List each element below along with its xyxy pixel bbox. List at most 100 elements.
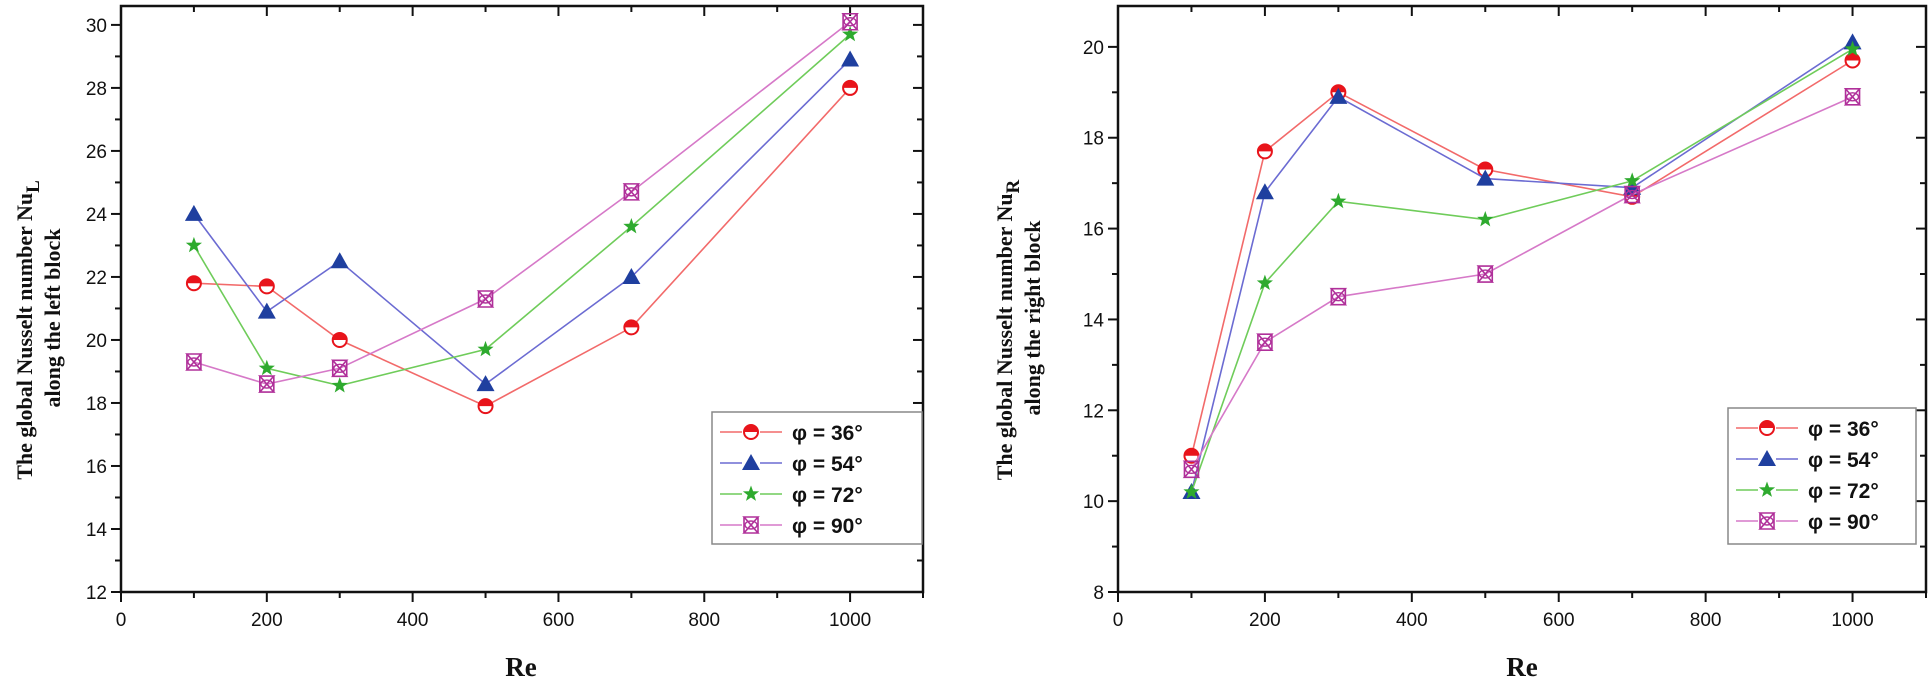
legend-label: φ = 54° bbox=[1808, 449, 1879, 472]
data-point bbox=[1477, 211, 1494, 227]
y-tick-label: 26 bbox=[86, 142, 107, 163]
data-point bbox=[1476, 169, 1495, 186]
data-point bbox=[1256, 333, 1274, 351]
x-tick-label: 600 bbox=[543, 610, 575, 631]
data-point bbox=[330, 252, 349, 269]
data-point bbox=[1844, 52, 1861, 69]
x-tick-label: 200 bbox=[251, 610, 283, 631]
right-chart: The global Nusselt number NuR along the … bbox=[992, 4, 1928, 682]
y-tick-label: 10 bbox=[1083, 492, 1104, 513]
legend-label: φ = 90° bbox=[792, 515, 863, 538]
legend-marker bbox=[1758, 512, 1776, 530]
legend-marker bbox=[742, 485, 760, 501]
y-axis-title-left-line2: along the left block bbox=[40, 228, 65, 408]
data-point bbox=[1476, 265, 1495, 283]
data-point bbox=[185, 275, 202, 292]
legend: φ = 36° φ = 54° φ = 72° φ = 90° bbox=[711, 411, 923, 545]
y-tick-label: 16 bbox=[86, 457, 107, 478]
y-axis-title-right-line2: along the right block bbox=[1020, 220, 1045, 416]
y-tick-label: 22 bbox=[86, 268, 107, 289]
legend-marker bbox=[1758, 450, 1776, 466]
data-point bbox=[476, 375, 495, 392]
data-point bbox=[842, 25, 859, 42]
data-point bbox=[477, 398, 494, 415]
data-point bbox=[331, 377, 348, 393]
series-line-1 bbox=[193, 59, 851, 386]
y-tick-label: 12 bbox=[86, 583, 107, 604]
legend-label: φ = 36° bbox=[1808, 418, 1879, 441]
legend-label: φ = 72° bbox=[1808, 480, 1879, 503]
x-tick-label: 800 bbox=[1690, 610, 1722, 631]
series-line-2 bbox=[1190, 48, 1853, 493]
left-chart: The global Nusselt number NuL along the … bbox=[12, 4, 925, 682]
series-line-3 bbox=[1190, 96, 1853, 470]
data-point bbox=[841, 50, 860, 67]
x-axis-title-left: Re bbox=[505, 652, 536, 682]
data-point bbox=[622, 183, 641, 201]
y-tick-label: 30 bbox=[86, 16, 107, 37]
y-axis-title-left: The global Nusselt number NuL bbox=[12, 180, 44, 480]
series-line-0 bbox=[193, 87, 851, 407]
y-tick-label: 8 bbox=[1093, 583, 1104, 604]
x-tick-label: 800 bbox=[688, 610, 720, 631]
y-axis-title-right: The global Nusselt number NuR bbox=[992, 179, 1024, 480]
series-line-1 bbox=[1190, 41, 1853, 493]
data-point bbox=[622, 267, 641, 284]
y-tick-label: 16 bbox=[1083, 220, 1104, 241]
y-tick-label: 20 bbox=[86, 331, 107, 352]
series-line-2 bbox=[193, 33, 851, 387]
x-tick-label: 1000 bbox=[1831, 610, 1873, 631]
data-point bbox=[1623, 185, 1641, 204]
data-point bbox=[258, 375, 276, 393]
data-point bbox=[1182, 460, 1201, 479]
legend-label: φ = 72° bbox=[792, 484, 863, 507]
plot-frame bbox=[1116, 4, 1928, 594]
x-tick-label: 0 bbox=[116, 610, 127, 631]
data-point bbox=[1256, 274, 1273, 290]
data-point bbox=[1330, 192, 1347, 209]
legend-marker bbox=[743, 424, 759, 440]
data-point bbox=[1183, 483, 1200, 499]
data-point bbox=[1624, 172, 1641, 188]
data-point bbox=[623, 319, 640, 336]
y-tick-label: 20 bbox=[1083, 38, 1104, 59]
y-tick-label: 14 bbox=[86, 520, 108, 541]
legend-marker bbox=[1759, 420, 1775, 436]
plot-frame bbox=[119, 4, 925, 594]
series-line-3 bbox=[193, 21, 851, 385]
x-axis-title-right: Re bbox=[1506, 652, 1537, 682]
series-line-0 bbox=[1190, 59, 1853, 456]
legend-marker bbox=[1758, 481, 1776, 497]
data-point bbox=[1844, 40, 1861, 56]
y-tick-label: 18 bbox=[1083, 129, 1104, 150]
data-point bbox=[476, 290, 495, 308]
data-point bbox=[185, 236, 202, 253]
data-point bbox=[331, 331, 348, 348]
data-point bbox=[1329, 87, 1348, 104]
legend: φ = 36° φ = 54° φ = 72° φ = 90° bbox=[1727, 407, 1917, 545]
data-point bbox=[257, 302, 276, 319]
data-point bbox=[184, 204, 203, 221]
x-tick-label: 600 bbox=[1543, 610, 1575, 631]
x-tick-label: 1000 bbox=[829, 610, 871, 631]
x-tick-label: 400 bbox=[397, 610, 429, 631]
data-point bbox=[477, 340, 494, 357]
data-point bbox=[185, 353, 203, 371]
data-point bbox=[1477, 161, 1494, 178]
y-tick-label: 18 bbox=[86, 394, 107, 415]
data-point bbox=[623, 218, 640, 234]
x-tick-label: 200 bbox=[1249, 610, 1281, 631]
data-point bbox=[1329, 287, 1348, 306]
data-point bbox=[1256, 143, 1273, 160]
y-tick-label: 28 bbox=[86, 79, 107, 100]
data-point bbox=[842, 79, 859, 96]
y-tick-label: 24 bbox=[86, 205, 108, 226]
data-point bbox=[841, 12, 859, 31]
legend-label: φ = 90° bbox=[1808, 511, 1879, 534]
y-tick-label: 12 bbox=[1083, 401, 1104, 422]
data-point bbox=[330, 359, 349, 378]
data-point bbox=[1843, 88, 1862, 106]
x-tick-label: 400 bbox=[1396, 610, 1428, 631]
legend-label: φ = 36° bbox=[792, 422, 863, 445]
